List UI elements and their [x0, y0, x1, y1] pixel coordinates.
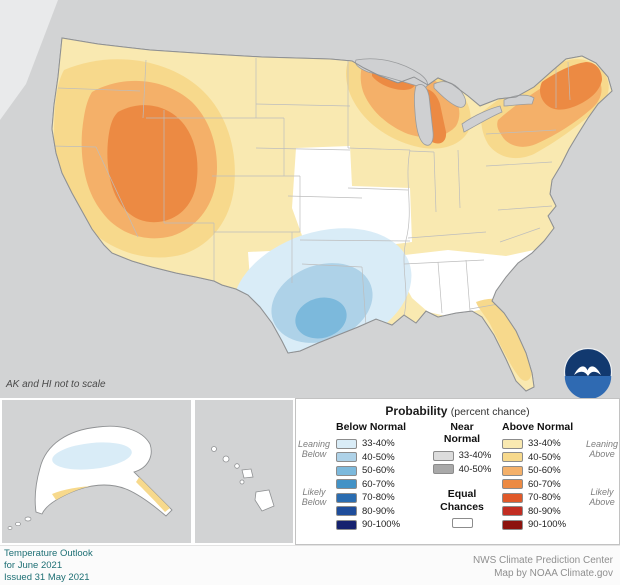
legend-swatch [502, 452, 523, 463]
state-borders [52, 58, 571, 327]
aleutian-islands [7, 516, 32, 530]
legend-range-label: 90-100% [528, 519, 567, 531]
likely-below-label: Likely Below [301, 487, 327, 508]
noaa-seagull-icon [574, 366, 601, 376]
footer-period-line: for June 2021 [4, 559, 63, 571]
footer-credit-block: NWS Climate Prediction Center Map by NOA… [473, 554, 613, 580]
alaska-below-33-40-region [52, 442, 132, 470]
legend-swatch [502, 465, 523, 476]
legend-row: 50-60% [502, 464, 573, 478]
legend-swatch [336, 438, 357, 449]
great-lakes [355, 58, 535, 146]
footer-map-credit-line: Map by NOAA Climate.gov [494, 568, 613, 579]
legend-swatch [336, 465, 357, 476]
below-normal-header: Below Normal [336, 421, 407, 433]
hawaii-inset-frame [193, 398, 295, 545]
probability-legend: Probability (percent chance) Leaning Bel… [295, 398, 620, 545]
legend-row: 33-40% [336, 437, 406, 451]
legend-range-label: 40-50% [362, 451, 395, 463]
scale-note: AK and HI not to scale [6, 379, 106, 390]
equal-chances-label: Equal Chances [440, 488, 484, 513]
legend-title: Probability (percent chance) [300, 404, 615, 418]
legend-range-label: 40-50% [458, 463, 492, 475]
leaning-below-label: Leaning Below [297, 439, 331, 460]
legend-row: 40-50% [502, 451, 573, 465]
legend-range-label: 50-60% [528, 465, 561, 477]
legend-swatch [432, 464, 454, 475]
legend-swatch [502, 438, 523, 449]
legend-range-label: 50-60% [362, 465, 395, 477]
noaa-logo-ocean [564, 376, 612, 400]
above-normal-rows: 33-40% 40-50% 50-60% 60-70% 70-80% 80-90% 90-1… [502, 437, 573, 532]
legend-row: 50-60% [336, 464, 406, 478]
pacific-ocean-corner [0, 0, 58, 120]
below-normal-rows: 33-40% 40-50% 50-60% 60-70% 70-80% 80-90% 90-1… [336, 437, 406, 532]
alaska-inset-frame [0, 398, 193, 545]
legend-row: 33-40% [502, 437, 573, 451]
equal-chances-swatch [451, 518, 473, 529]
legend-range-label: 60-70% [528, 478, 561, 490]
footer: Temperature Outlook for June 2021 Issued… [0, 545, 620, 585]
legend-row: 80-90% [336, 505, 406, 519]
legend-row: 80-90% [502, 505, 573, 519]
legend-swatch [336, 452, 357, 463]
above-60-70-great-basin-region [107, 105, 198, 223]
equal-chances-southeast-region [396, 250, 534, 316]
legend-row: 40-50% [432, 463, 492, 477]
legend-range-label: 80-90% [362, 505, 395, 517]
legend-swatch [336, 479, 357, 490]
legend-range-label: 40-50% [528, 451, 561, 463]
us-outline [51, 37, 613, 392]
legend-swatch [336, 506, 357, 517]
legend-range-label: 33-40% [362, 438, 395, 450]
legend-range-label: 70-80% [362, 492, 395, 504]
legend-row: 33-40% [432, 449, 492, 463]
above-60-70-new-england-region [540, 62, 602, 110]
legend-swatch [502, 492, 523, 503]
legend-row: 60-70% [336, 478, 406, 492]
legend-swatch [432, 450, 454, 461]
noaa-logo [563, 347, 613, 400]
legend-row: 40-50% [336, 451, 406, 465]
near-normal-header: Near Normal [443, 421, 481, 446]
legend-row: 60-70% [502, 478, 573, 492]
conus-temperature-outlook-map [0, 0, 613, 545]
alaska-above-panhandle-region [136, 476, 170, 512]
leaning-above-label: Leaning Above [585, 439, 619, 460]
footer-title-block: Temperature Outlook for June 2021 Issued… [4, 548, 93, 584]
legend-swatch [336, 492, 357, 503]
legend-range-label: 33-40% [458, 450, 492, 462]
legend-swatch [502, 519, 523, 530]
legend-row: 70-80% [336, 491, 406, 505]
legend-range-label: 70-80% [528, 492, 561, 504]
legend-column-below-normal: Below Normal 33-40% 40-50% 50-60% 60-70% 70-… [336, 421, 406, 532]
near-normal-rows: 33-40% 40-50% [432, 449, 492, 477]
legend-range-label: 33-40% [528, 438, 561, 450]
probability-shading [52, 38, 612, 391]
footer-issued-line: Issued 31 May 2021 [4, 571, 90, 583]
footer-title-line: Temperature Outlook [4, 548, 93, 559]
legend-title-note: (percent chance) [450, 406, 530, 418]
hawaii-inset-map [211, 446, 275, 512]
legend-swatch [502, 506, 523, 517]
legend-range-label: 80-90% [528, 505, 561, 517]
legend-column-above-normal: Above Normal 33-40% 40-50% 50-60% 60-70% 70-… [502, 421, 573, 532]
legend-title-text: Probability [385, 404, 448, 418]
legend-row: 70-80% [502, 491, 573, 505]
legend-row: 90-100% [336, 518, 406, 532]
legend-range-label: 90-100% [362, 519, 401, 531]
legend-row: 90-100% [502, 518, 573, 532]
legend-range-label: 60-70% [362, 478, 395, 490]
legend-column-near-normal: Near Normal 33-40% 40-50% Equal Chances [430, 421, 494, 529]
legend-swatch [502, 479, 523, 490]
above-normal-header: Above Normal [502, 421, 574, 433]
likely-above-label: Likely Above [589, 487, 615, 508]
below-50-60-texas-coast-region [295, 297, 347, 339]
footer-source-line: NWS Climate Prediction Center [472, 555, 613, 566]
legend-swatch [336, 519, 357, 530]
